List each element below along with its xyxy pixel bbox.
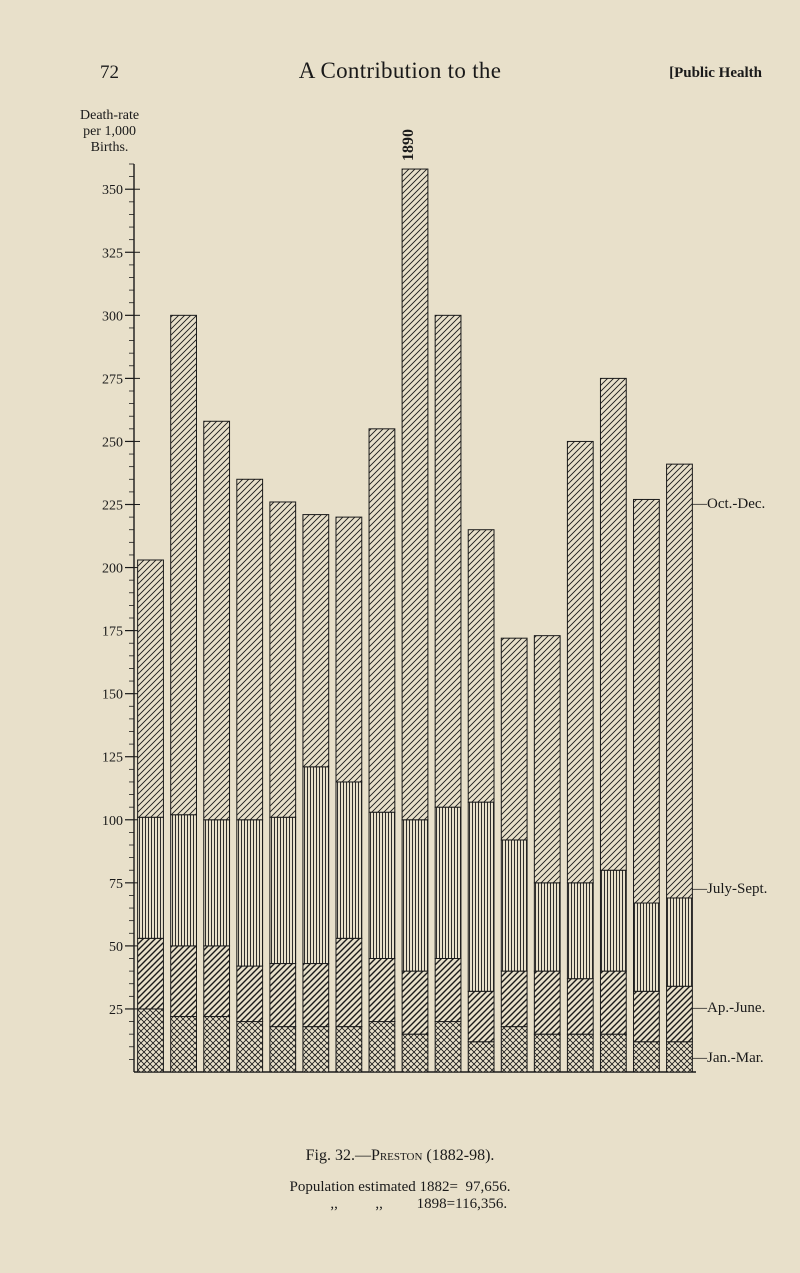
figure-caption: Fig. 32.—Preston (1882-98). [306, 1147, 495, 1165]
svg-text:250: 250 [102, 435, 123, 450]
chart-svg: 25 50 75 100 125 150 175 200 225 250 275 300 325 350 [90, 158, 700, 1078]
population-estimate: Population estimated 1882= 97,656. ,, ,,… [290, 1179, 511, 1213]
svg-text:50: 50 [109, 940, 123, 955]
svg-text:275: 275 [102, 372, 123, 387]
legend-q3: —July-Sept. [692, 881, 767, 898]
legend-q2: —Ap.-June. [692, 1000, 765, 1017]
svg-text:225: 225 [102, 499, 123, 514]
journal-name: [Public Health [669, 65, 762, 82]
pop-line2: ,, ,, 1898=116,356. [293, 1196, 507, 1212]
y-axis-label: Death-rate per 1,000 Births. [80, 108, 139, 156]
caption-suffix: (1882-98). [422, 1147, 494, 1164]
axis-line1: Death-rate [80, 108, 139, 123]
svg-text:350: 350 [102, 183, 123, 198]
chart: 255075100125150175200225250275300325350 … [90, 158, 700, 1078]
svg-text:125: 125 [102, 751, 123, 766]
legend-q4: —Oct.-Dec. [692, 496, 765, 513]
svg-text:200: 200 [102, 562, 123, 577]
page-number: 72 [100, 62, 119, 84]
svg-text:325: 325 [102, 246, 123, 261]
caption-name: Preston [371, 1147, 422, 1164]
legend-q1: —Jan.-Mar. [692, 1050, 764, 1067]
svg-text:25: 25 [109, 1003, 123, 1018]
svg-text:75: 75 [109, 877, 123, 892]
axis-line3: Births. [91, 140, 129, 155]
caption-prefix: Fig. 32.— [306, 1147, 371, 1164]
svg-text:175: 175 [102, 625, 123, 640]
svg-text:150: 150 [102, 688, 123, 703]
page-title: A Contribution to the [299, 58, 501, 84]
year-1890-marker: 1890 [400, 129, 418, 161]
svg-text:300: 300 [102, 309, 123, 324]
svg-text:100: 100 [102, 814, 123, 829]
pop-line1: Population estimated 1882= 97,656. [290, 1179, 511, 1195]
axis-line2: per 1,000 [83, 124, 136, 139]
